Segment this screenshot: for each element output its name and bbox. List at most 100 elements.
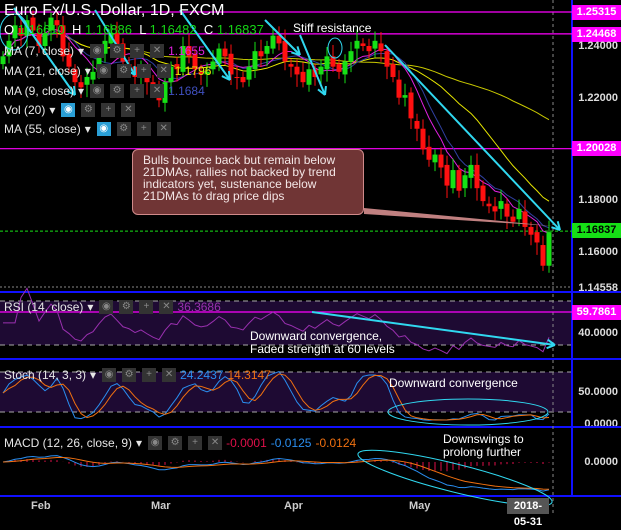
candle-body: [505, 204, 510, 217]
close-icon[interactable]: ✕: [157, 122, 171, 136]
candle-body: [253, 51, 258, 69]
eye-icon[interactable]: ◉: [61, 103, 75, 117]
plus-icon[interactable]: +: [101, 103, 115, 117]
chevron-down-icon[interactable]: ▾: [85, 64, 91, 78]
plus-icon[interactable]: +: [139, 300, 153, 314]
gear-icon[interactable]: ⚙: [110, 44, 124, 58]
candle-body: [445, 165, 450, 186]
time-tick: Mar: [151, 500, 171, 512]
eye-icon[interactable]: ◉: [148, 436, 162, 450]
gear-icon[interactable]: ⚙: [117, 122, 131, 136]
chevron-down-icon[interactable]: ▾: [85, 122, 91, 136]
indicator-label: MA (7, close): [4, 44, 74, 58]
candle-body: [493, 206, 498, 211]
candle-body: [523, 211, 528, 227]
candle-body: [373, 41, 378, 49]
indicator-ma7[interactable]: MA (7, close) ▾ ◉ ⚙ + ✕ 1.1655: [4, 44, 205, 58]
candle-body: [535, 232, 540, 242]
price-bottom: 1.14558: [578, 282, 618, 291]
indicator-ma55[interactable]: MA (55, close)▾ ◉⚙+✕: [4, 122, 171, 136]
candle-body: [391, 64, 396, 77]
candle-body: [385, 51, 390, 67]
eye-icon[interactable]: ◉: [99, 300, 113, 314]
candle-body: [361, 43, 366, 46]
eye-icon[interactable]: ◉: [90, 84, 104, 98]
indicator-value: 1.1655: [168, 44, 205, 58]
eye-icon[interactable]: ◉: [97, 64, 111, 78]
chevron-down-icon[interactable]: ▾: [49, 103, 55, 117]
gear-icon[interactable]: ⚙: [122, 368, 136, 382]
rsi-note: Downward convergence,Faded strength at 6…: [250, 330, 395, 356]
close-label: C: [204, 22, 213, 37]
candle-body: [283, 41, 288, 62]
macd-signal-value: -0.0124: [315, 436, 356, 450]
indicator-ma21[interactable]: MA (21, close)▾ ◉⚙+✕ 1.1796: [4, 64, 211, 78]
plus-icon[interactable]: +: [188, 436, 202, 450]
candle-body: [241, 77, 246, 82]
candle-body: [235, 77, 240, 78]
candle-body: [271, 36, 276, 49]
close-icon[interactable]: ✕: [150, 84, 164, 98]
gear-icon[interactable]: ⚙: [168, 436, 182, 450]
gear-icon[interactable]: ⚙: [81, 103, 95, 117]
candle-body: [439, 155, 444, 168]
chevron-down-icon[interactable]: ▾: [78, 84, 84, 98]
close-icon[interactable]: ✕: [162, 368, 176, 382]
macd-note-line: prolong further: [443, 446, 524, 459]
price-tick: 1.18000: [578, 194, 618, 206]
plus-icon[interactable]: +: [130, 84, 144, 98]
chevron-down-icon[interactable]: ▾: [78, 44, 84, 58]
candle-body: [511, 217, 516, 222]
chevron-down-icon[interactable]: ▾: [87, 300, 93, 314]
plus-icon[interactable]: +: [130, 44, 144, 58]
indicator-label: RSI (14, close): [4, 300, 83, 314]
rsi-note-line: Faded strength at 60 levels: [250, 343, 395, 356]
candle-body: [247, 67, 252, 80]
ohlc-readout: O 1.16610 H 1.16886 L 1.16482 C 1.16837: [4, 22, 264, 37]
close-icon[interactable]: ✕: [150, 44, 164, 58]
close-icon[interactable]: ✕: [208, 436, 222, 450]
plus-icon[interactable]: +: [142, 368, 156, 382]
time-tick: Feb: [31, 500, 51, 512]
indicator-vol[interactable]: Vol (20)▾ ◉⚙+✕: [4, 103, 135, 117]
chevron-down-icon[interactable]: ▾: [136, 436, 142, 450]
candle-body: [367, 46, 372, 51]
stoch-d-value: 14.3147: [227, 368, 270, 382]
stoch-legend[interactable]: Stoch (14, 3, 3)▾ ◉⚙+✕ 24.2437 14.3147: [4, 368, 271, 382]
chevron-down-icon[interactable]: ▾: [90, 368, 96, 382]
close-icon[interactable]: ✕: [121, 103, 135, 117]
open-value: 1.16610: [18, 22, 65, 37]
eye-icon[interactable]: ◉: [90, 44, 104, 58]
level-tag: 1.20028: [572, 141, 621, 156]
plus-icon[interactable]: +: [137, 122, 151, 136]
candle-body: [343, 62, 348, 75]
current-date-label: 2018-05-31: [507, 498, 549, 514]
indicator-label: MACD (12, 26, close, 9): [4, 436, 132, 450]
gear-icon[interactable]: ⚙: [117, 64, 131, 78]
indicator-label: Stoch (14, 3, 3): [4, 368, 86, 382]
indicator-label: MA (21, close): [4, 64, 81, 78]
close-icon[interactable]: ✕: [159, 300, 173, 314]
eye-icon[interactable]: ◉: [97, 122, 111, 136]
arrow-head-icon: [325, 86, 326, 95]
level-tag: 1.25315: [572, 5, 621, 20]
close-icon[interactable]: ✕: [157, 64, 171, 78]
candle-body: [307, 69, 312, 85]
high-value: 1.16886: [85, 22, 132, 37]
eye-icon[interactable]: ◉: [102, 368, 116, 382]
rsi-legend[interactable]: RSI (14, close)▾ ◉⚙+✕ 36.3686: [4, 300, 221, 314]
gear-icon[interactable]: ⚙: [110, 84, 124, 98]
stoch-tick: 0.0000: [584, 418, 618, 426]
plus-icon[interactable]: +: [137, 64, 151, 78]
candle-body: [517, 209, 522, 219]
macd-tick: 0.0000: [584, 456, 618, 468]
macd-hist-value: -0.0001: [226, 436, 267, 450]
time-tick: Apr: [284, 500, 303, 512]
macd-legend[interactable]: MACD (12, 26, close, 9) ▾ ◉ ⚙ + ✕ -0.0001 -0…: [4, 436, 356, 450]
indicator-ma9[interactable]: MA (9, close)▾ ◉⚙+✕ 1.1684: [4, 84, 205, 98]
candle-body: [541, 245, 546, 266]
gear-icon[interactable]: ⚙: [119, 300, 133, 314]
high-label: H: [72, 22, 81, 37]
indicator-label: MA (9, close): [4, 84, 74, 98]
